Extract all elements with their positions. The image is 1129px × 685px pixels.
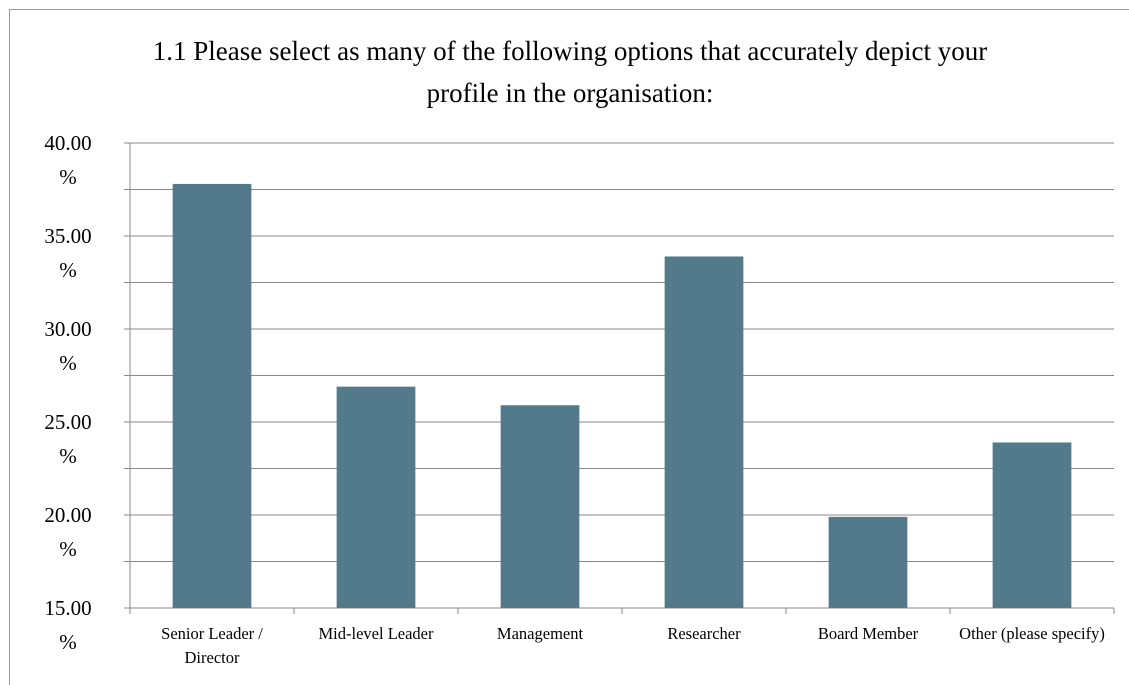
y-tick-label: 35.00 %: [44, 224, 92, 282]
bar: [992, 442, 1072, 608]
chart-title: 1.1 Please select as many of the followi…: [152, 36, 988, 108]
frame: [9, 9, 1129, 685]
bar: [664, 256, 744, 608]
x-tick-label: Researcher: [667, 624, 741, 643]
y-tick-label: 40.00 %: [44, 131, 92, 189]
y-tick-label: 25.00 %: [44, 410, 92, 468]
bar: [500, 405, 580, 608]
bar: [336, 386, 416, 608]
x-tick-label: Management: [496, 624, 584, 643]
x-tick-label: Board Member: [817, 624, 919, 643]
x-tick-label: Other (please specify): [959, 624, 1105, 643]
y-tick-label: 30.00 %: [44, 317, 92, 375]
x-tick-label: Mid-level Leader: [318, 624, 434, 643]
bar: [172, 183, 252, 609]
x-tick-label: Senior Leader / Director: [161, 624, 263, 667]
y-tick-label: 15.00 %: [44, 596, 92, 654]
bar: [828, 516, 908, 608]
y-tick-label: 20.00 %: [44, 503, 92, 561]
